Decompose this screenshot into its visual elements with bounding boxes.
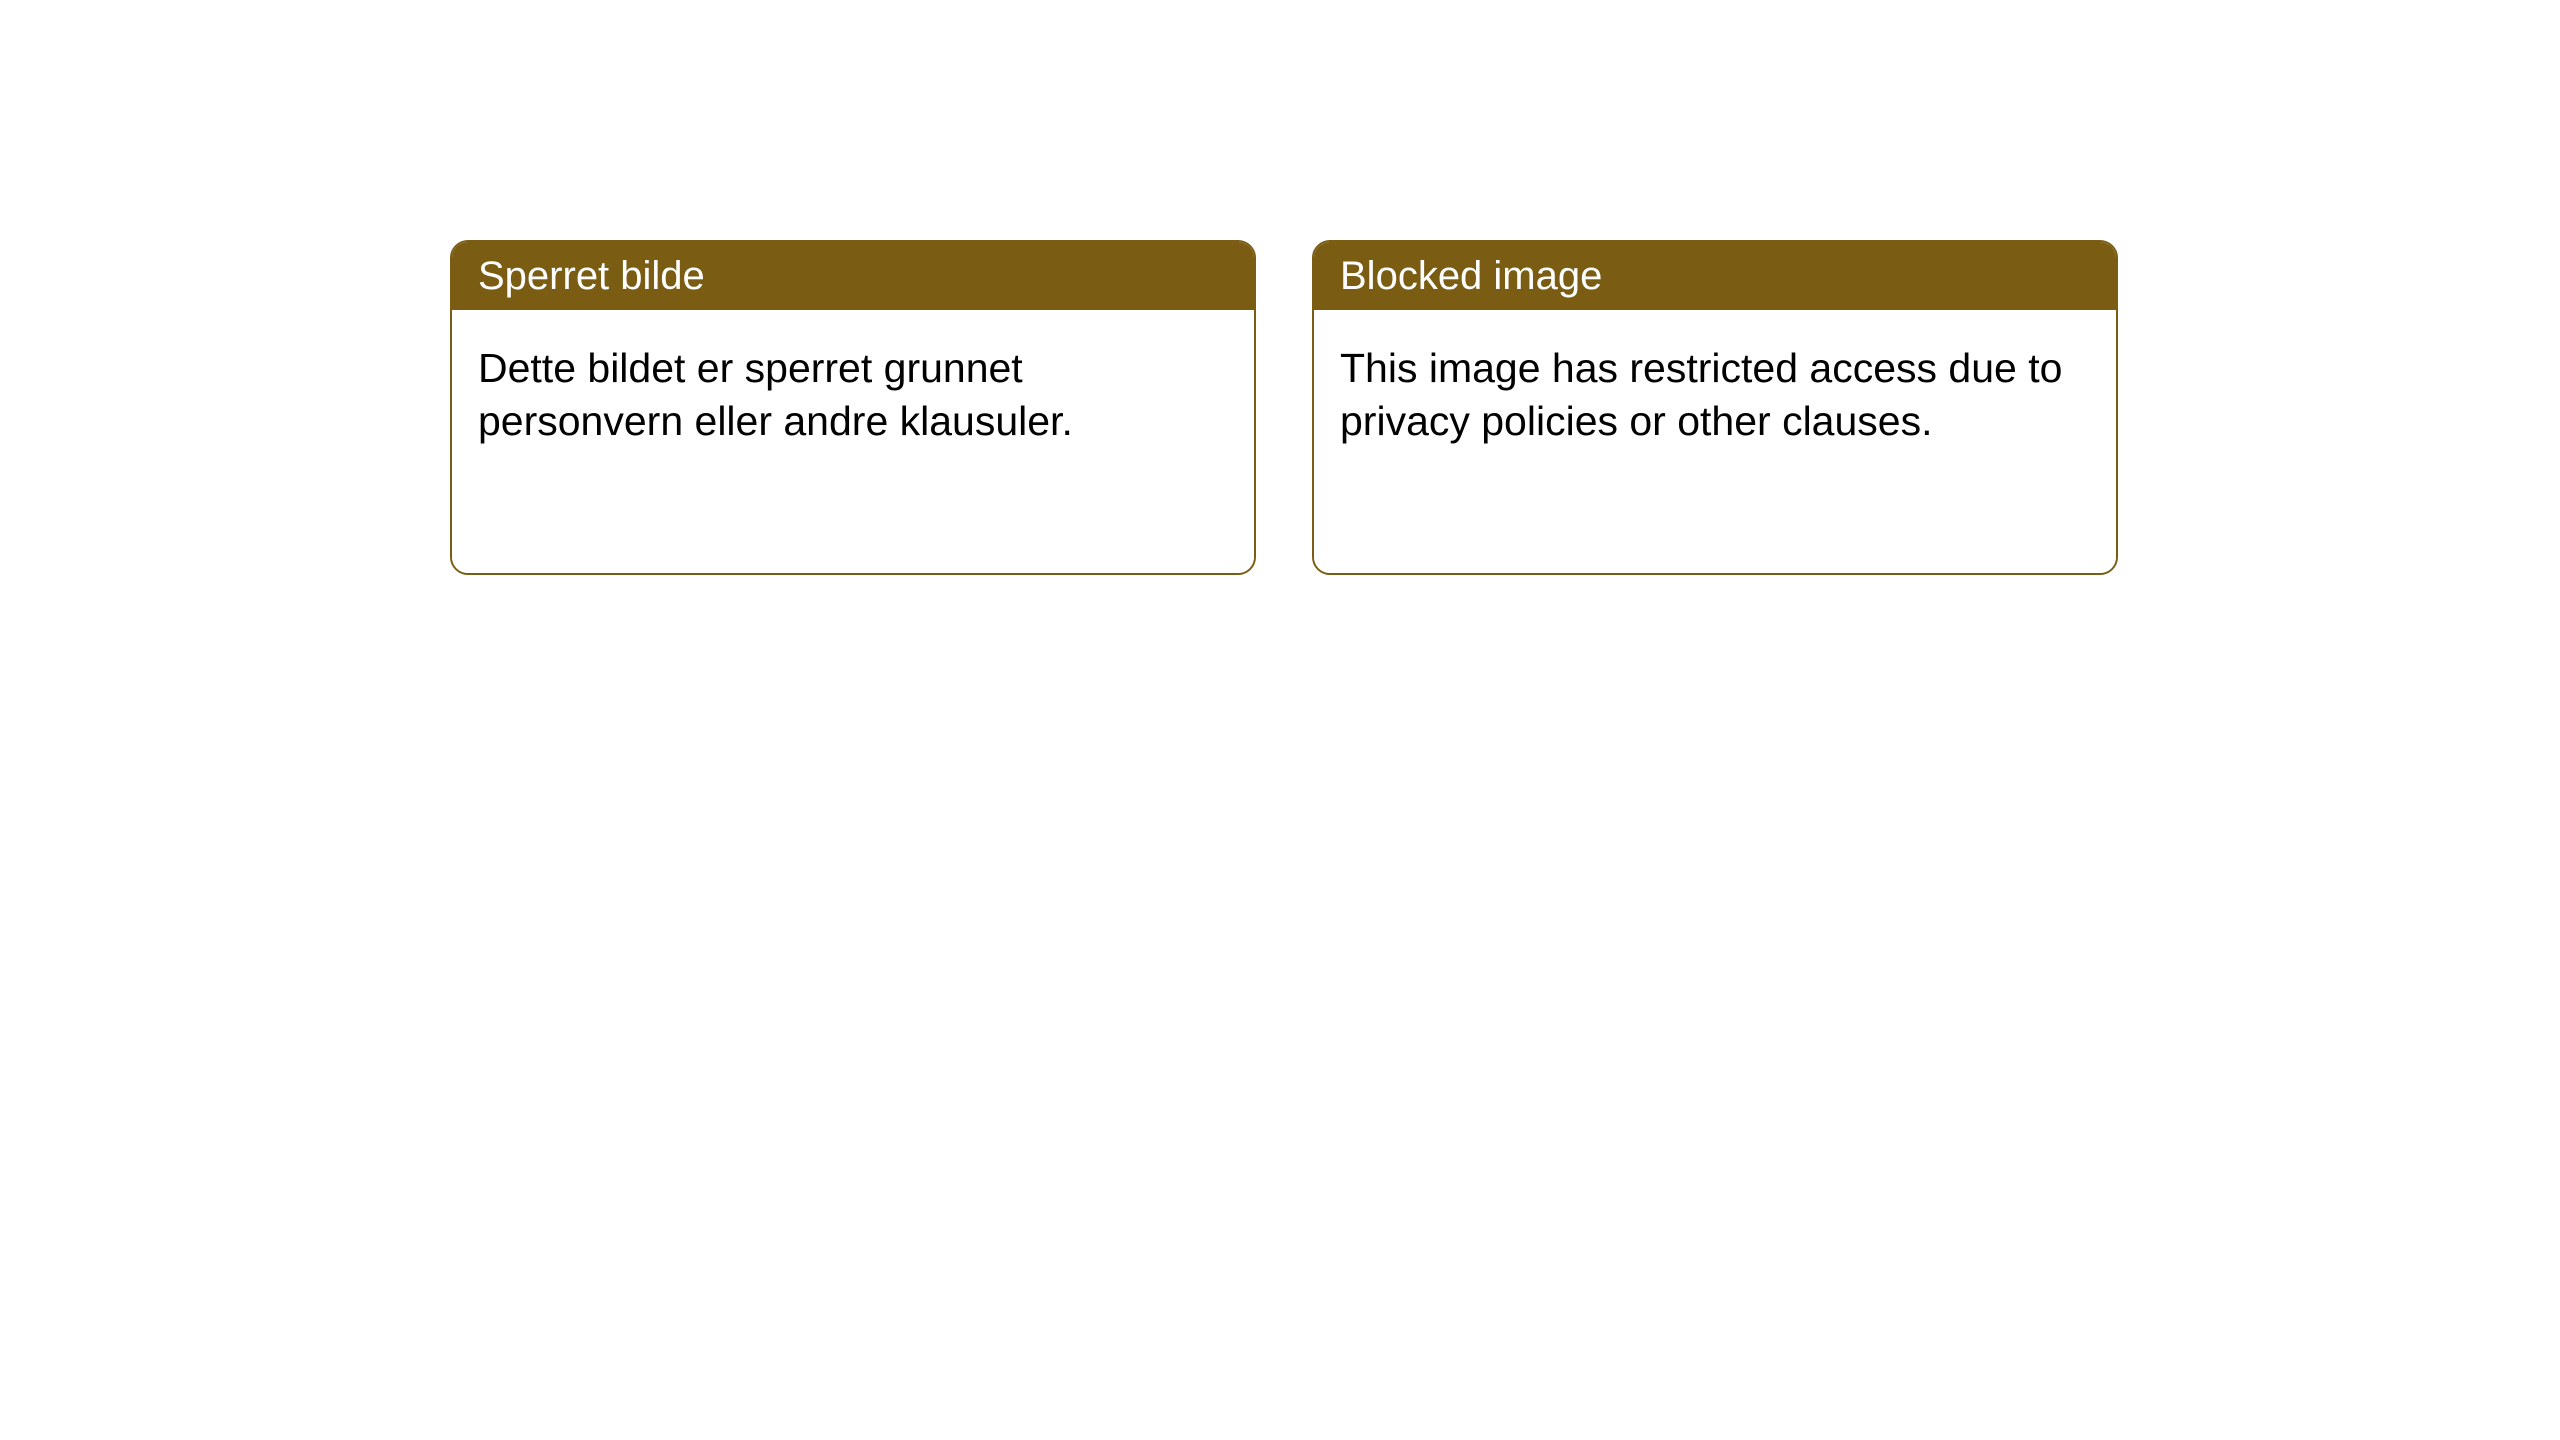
notice-card-norwegian: Sperret bilde Dette bildet er sperret gr… [450, 240, 1256, 575]
notice-card-english: Blocked image This image has restricted … [1312, 240, 2118, 575]
notice-body-no: Dette bildet er sperret grunnet personve… [452, 310, 1254, 573]
notice-title-en: Blocked image [1314, 242, 2116, 310]
notice-container: Sperret bilde Dette bildet er sperret gr… [450, 240, 2118, 575]
notice-title-no: Sperret bilde [452, 242, 1254, 310]
notice-body-en: This image has restricted access due to … [1314, 310, 2116, 573]
